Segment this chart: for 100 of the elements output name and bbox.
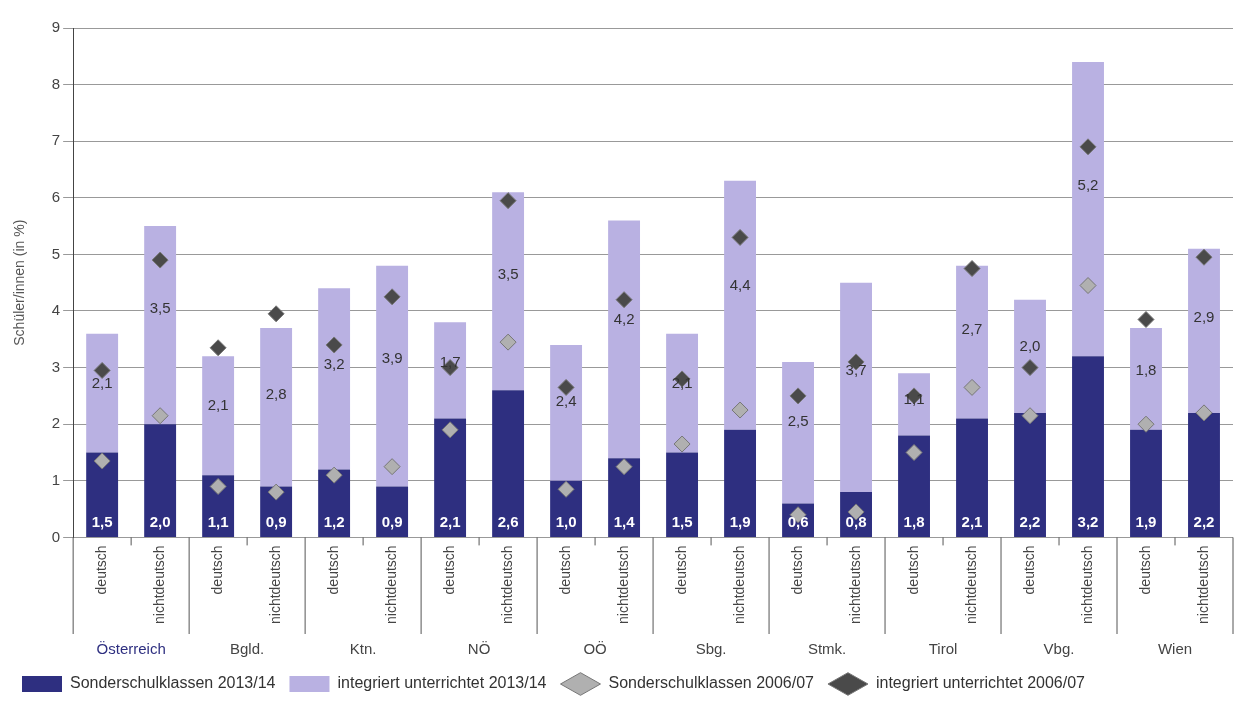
point	[1137, 415, 1155, 433]
text: Tirol	[928, 640, 958, 658]
bar	[550, 344, 583, 481]
y-tick-label: 5	[51, 244, 61, 262]
bar	[144, 424, 177, 537]
bar	[608, 220, 641, 459]
data-label: 2,4	[555, 392, 577, 410]
bar	[724, 180, 757, 430]
bar	[1014, 299, 1046, 413]
data-label: 3,9	[381, 348, 403, 366]
data-label: 3,7	[845, 360, 867, 378]
bar	[1072, 61, 1104, 357]
x-tick-label: deutsch	[788, 545, 805, 595]
point	[93, 452, 111, 470]
point	[267, 305, 285, 323]
legend-label: Sonderschulklassen 2013/14	[70, 674, 276, 692]
y-tick-label: 9	[51, 18, 61, 36]
point	[383, 458, 401, 476]
y-tick-label: 1	[51, 470, 61, 488]
bar	[782, 361, 814, 504]
x-tick-label: nichtdeutsch	[266, 545, 283, 624]
point	[499, 192, 517, 210]
x-tick-label: deutsch	[672, 545, 689, 595]
data-label: 2,0	[149, 513, 171, 531]
bar	[86, 452, 119, 537]
y-tick-label: 3	[51, 357, 61, 375]
x-tick-label: deutsch	[556, 545, 573, 595]
bar	[86, 333, 119, 453]
bar	[1014, 412, 1046, 537]
x-tick-label: deutsch	[1136, 545, 1153, 595]
y-tick-label: 7	[51, 131, 61, 149]
bar	[724, 429, 757, 537]
point	[731, 401, 749, 419]
data-label: 3,5	[149, 299, 171, 317]
bar	[202, 356, 235, 476]
text: Stmk.	[807, 640, 847, 658]
point	[1137, 310, 1155, 328]
x-tick-label: deutsch	[904, 545, 921, 595]
data-label: 2,2	[1193, 513, 1215, 531]
point	[963, 260, 981, 278]
bar	[666, 452, 699, 537]
point	[557, 480, 575, 498]
y-tick-label: 2	[51, 414, 61, 432]
data-label: 2,8	[265, 384, 287, 402]
bar	[376, 486, 409, 537]
legend-label: integriert unterrichtet 2013/14	[337, 674, 547, 692]
point	[209, 477, 227, 495]
data-label: 1,4	[613, 513, 636, 531]
bar	[492, 192, 525, 391]
point	[557, 378, 575, 396]
data-label: 1,1	[207, 513, 229, 531]
point	[615, 458, 633, 476]
point	[1195, 404, 1213, 422]
point	[673, 435, 691, 453]
legend-label: integriert unterrichtet 2006/07	[875, 674, 1086, 692]
text: OÖ	[583, 640, 607, 658]
data-label: 2,1	[207, 396, 229, 414]
data-label: 1,9	[729, 513, 751, 531]
x-tick-label: deutsch	[440, 545, 457, 595]
x-tick-label: nichtdeutsch	[846, 545, 863, 624]
point	[499, 333, 517, 351]
point	[325, 336, 343, 354]
y-tick-label: 8	[51, 74, 61, 92]
bar	[1130, 327, 1162, 430]
point	[1021, 359, 1039, 377]
x-tick-label: deutsch	[1020, 545, 1037, 595]
data-label: 3,2	[323, 354, 345, 372]
point	[1021, 407, 1039, 425]
data-label: 1,9	[1135, 513, 1157, 531]
point	[731, 228, 749, 246]
point	[789, 387, 807, 405]
bar	[1072, 356, 1104, 537]
data-label: 0,6	[787, 513, 809, 531]
data-label: 1,2	[323, 513, 345, 531]
point	[267, 483, 285, 501]
data-label: 3,5	[497, 265, 519, 283]
x-tick-label: nichtdeutsch	[962, 545, 979, 624]
bar	[144, 226, 177, 425]
y-tick-label: 6	[51, 187, 61, 205]
data-label: 2,1	[439, 513, 461, 531]
data-label: 4,4	[729, 275, 751, 293]
point	[1079, 277, 1097, 295]
point	[1195, 248, 1213, 266]
point	[383, 288, 401, 306]
text: Vbg.	[1043, 640, 1075, 658]
y-axis-title: Schüler/innen (in %)	[11, 219, 28, 346]
bar	[492, 390, 525, 537]
bar	[956, 265, 988, 419]
data-label: 2,7	[961, 320, 983, 338]
bar	[898, 435, 930, 537]
x-tick-label: nichtdeutsch	[730, 545, 747, 624]
bar	[1188, 412, 1220, 537]
data-label: 2,9	[1193, 307, 1215, 325]
x-tick-label: nichtdeutsch	[150, 545, 167, 624]
bar	[376, 265, 409, 487]
text: Wien	[1157, 640, 1193, 658]
point	[209, 339, 227, 357]
point	[441, 421, 459, 439]
data-label: 4,2	[613, 310, 635, 328]
bar	[202, 475, 235, 537]
